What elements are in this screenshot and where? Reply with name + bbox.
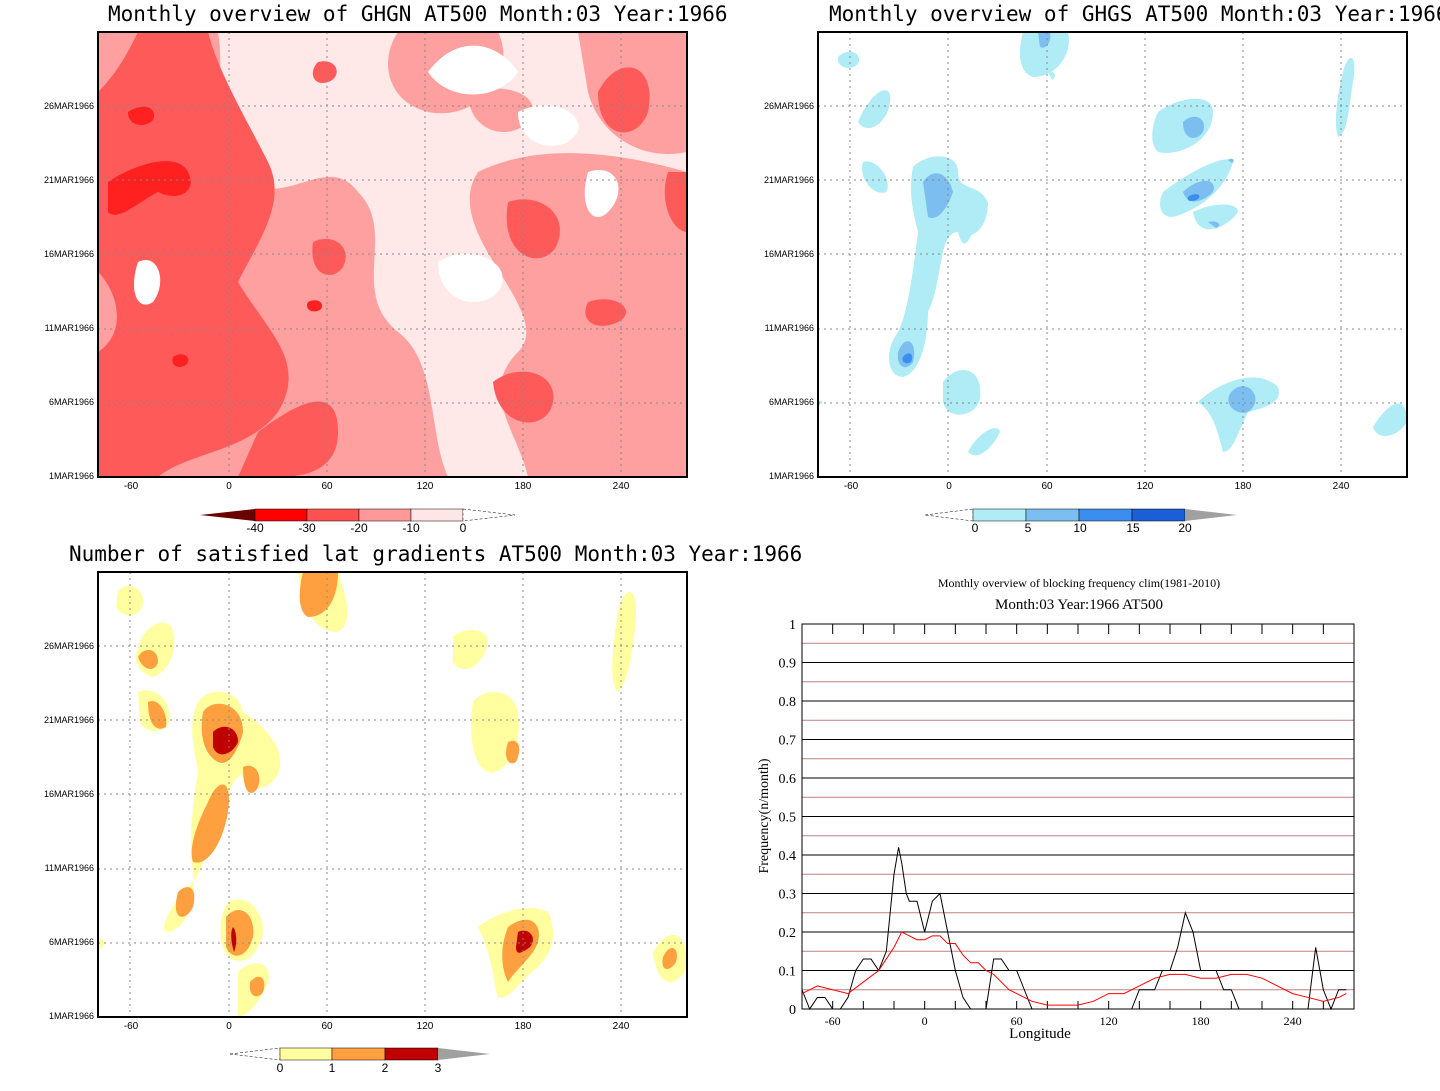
y-tick-label: 16MAR1966 <box>43 789 94 799</box>
x-tick-label: 240 <box>612 481 630 492</box>
y-tick-label: 0 <box>789 1003 796 1018</box>
chart-title: Monthly overview of blocking frequency c… <box>937 576 1221 590</box>
x-tick-label: 120 <box>1100 1014 1118 1028</box>
x-tick-label: 60 <box>1041 481 1053 492</box>
lat-gradients-contour-map <box>97 571 688 1018</box>
colorbar-label: 0 <box>971 521 979 535</box>
y-tick-label: 0.1 <box>779 965 797 980</box>
ghgs-contour-map <box>817 31 1408 478</box>
y-tick-label: 26MAR1966 <box>43 641 94 651</box>
y-tick-label: 0.9 <box>779 657 797 672</box>
colorbar-label: -30 <box>298 521 316 535</box>
y-tick-label: 26MAR1966 <box>763 101 814 111</box>
x-tick-label: 180 <box>1192 1014 1210 1028</box>
x-tick-label: 0 <box>946 481 952 492</box>
x-axis-label: Longitude <box>1009 1026 1071 1042</box>
colorbar-label: -10 <box>402 521 420 535</box>
y-tick-label: 6MAR1966 <box>768 397 814 407</box>
x-tick-label: -60 <box>843 481 859 492</box>
chart-title: Monthly overview of GHGS AT500 Month:03 … <box>829 2 1440 26</box>
y-tick-label: 16MAR1966 <box>43 249 94 259</box>
y-tick-label: 0.5 <box>779 811 797 826</box>
chart-title: Monthly overview of GHGN AT500 Month:03 … <box>108 2 728 26</box>
y-tick-label: 0.3 <box>779 888 797 903</box>
y-tick-label: 11MAR1966 <box>764 323 814 333</box>
x-tick-label: -60 <box>123 481 139 492</box>
x-tick-label: 240 <box>1284 1014 1302 1028</box>
y-tick-label: 0.4 <box>779 849 797 864</box>
colorbar-label: 5 <box>1024 521 1032 535</box>
ghgs-colorbar <box>924 508 1237 522</box>
y-tick-label: 0.6 <box>779 772 797 787</box>
x-tick-label: -60 <box>123 1021 139 1032</box>
colorbar-label: -40 <box>246 521 264 535</box>
x-tick-label: 240 <box>1332 481 1350 492</box>
colorbar-label: -20 <box>350 521 368 535</box>
x-tick-label: 240 <box>612 1021 630 1032</box>
y-tick-label: 26MAR1966 <box>43 101 94 111</box>
x-tick-label: 120 <box>1136 481 1154 492</box>
x-tick-label: 0 <box>226 1021 232 1032</box>
y-tick-label: 6MAR1966 <box>48 937 94 947</box>
y-tick-label: 0.2 <box>779 926 797 941</box>
colorbar-label: 1 <box>328 1061 336 1075</box>
chart-subtitle: Month:03 Year:1966 AT500 <box>995 597 1163 613</box>
y-axis-label: Frequency(n/month) <box>757 758 772 874</box>
colorbar-label: 20 <box>1178 521 1192 535</box>
colorbar-label: 3 <box>434 1061 442 1075</box>
x-tick-label: 60 <box>1011 1014 1023 1028</box>
series-line <box>801 931 1347 1006</box>
x-tick-label: 0 <box>922 1014 928 1028</box>
colorbar-label: 2 <box>381 1061 389 1075</box>
ghgn-contour-map <box>97 31 688 478</box>
x-tick-label: 60 <box>321 481 333 492</box>
y-tick-label: 1 <box>789 618 796 633</box>
ghgn-colorbar <box>200 508 516 522</box>
y-tick-label: 21MAR1966 <box>43 715 94 725</box>
y-tick-label: 6MAR1966 <box>48 397 94 407</box>
colorbar-label: 0 <box>276 1061 284 1075</box>
y-tick-label: 11MAR1966 <box>44 863 94 873</box>
x-tick-label: 0 <box>226 481 232 492</box>
colorbar-label: 10 <box>1073 521 1087 535</box>
x-tick-label: 180 <box>1234 481 1252 492</box>
y-tick-label: 21MAR1966 <box>763 175 814 185</box>
y-tick-label: 1MAR1966 <box>48 471 94 481</box>
series-line <box>801 847 1347 1011</box>
y-tick-label: 11MAR1966 <box>44 323 94 333</box>
colorbar-label: 0 <box>459 521 467 535</box>
x-tick-label: -60 <box>825 1014 841 1028</box>
y-tick-label: 16MAR1966 <box>763 249 814 259</box>
x-tick-label: 120 <box>416 481 434 492</box>
x-tick-label: 180 <box>514 1021 532 1032</box>
y-tick-label: 0.7 <box>779 734 797 749</box>
y-tick-label: 0.8 <box>779 695 797 710</box>
y-tick-label: 21MAR1966 <box>43 175 94 185</box>
chart-title: Number of satisfied lat gradients AT500 … <box>69 542 803 566</box>
x-tick-label: 120 <box>416 1021 434 1032</box>
colorbar-label: 15 <box>1126 521 1140 535</box>
y-tick-label: 1MAR1966 <box>768 471 814 481</box>
lat-gradients-colorbar <box>229 1047 490 1061</box>
x-tick-label: 60 <box>321 1021 333 1032</box>
blocking-frequency-line-chart: 0 0.1 0.2 0.3 0.4 0.5 0.6 0.7 0.8 0.9 1 -60 0 60 120 18… <box>779 618 1355 1028</box>
x-tick-label: 180 <box>514 481 532 492</box>
y-tick-label: 1MAR1966 <box>48 1011 94 1021</box>
